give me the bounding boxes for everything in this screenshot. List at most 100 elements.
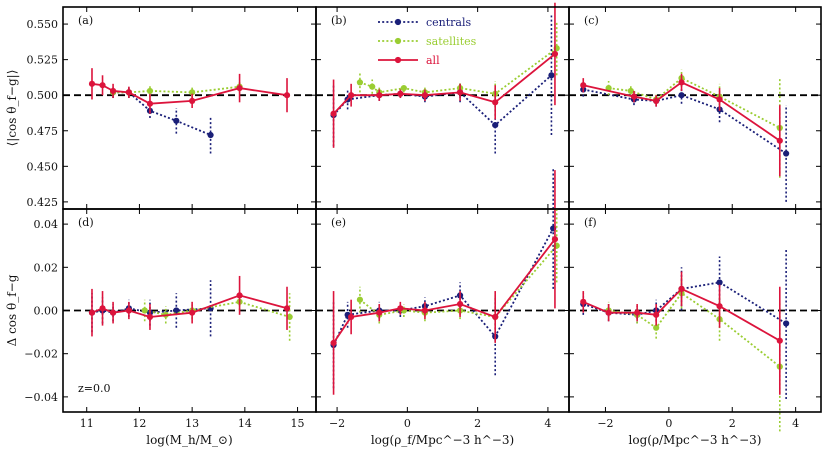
data-point xyxy=(653,97,660,104)
y-tick-label: 0.475 xyxy=(27,125,59,138)
data-point xyxy=(125,89,132,96)
series-satellites xyxy=(605,278,783,432)
panel-b: (b) xyxy=(315,2,570,210)
data-point xyxy=(605,309,612,316)
series-line xyxy=(583,81,781,142)
legend-label-all: all xyxy=(426,54,440,67)
data-point xyxy=(551,50,559,58)
series-all xyxy=(580,73,783,177)
data-point xyxy=(283,305,291,312)
redshift-annotation: z=0.0 xyxy=(78,382,111,395)
series-line xyxy=(113,91,211,136)
data-point xyxy=(634,309,641,316)
x-tick-label: 2 xyxy=(474,417,481,430)
data-point xyxy=(146,313,154,321)
panel-label: (b) xyxy=(331,14,347,27)
x-tick-label: −2 xyxy=(329,417,345,430)
panel-label: (d) xyxy=(78,216,94,229)
x-tick-label: 15 xyxy=(291,417,305,430)
series-centrals xyxy=(109,86,214,154)
data-point xyxy=(492,99,499,106)
y-tick-label: 0.450 xyxy=(27,160,59,173)
x-axis-label: log(M_h/M_⊙) xyxy=(146,433,233,447)
data-point xyxy=(580,298,587,305)
data-point xyxy=(776,137,783,144)
y-tick-label: 0.500 xyxy=(27,89,59,102)
panel-d: 11 12 13 14 15 −0.04 −0.02 0.00 0.02 0.04 (d) z=0.0… xyxy=(5,208,317,447)
data-point xyxy=(716,279,723,286)
series-line xyxy=(332,53,556,115)
y-tick-label: 0.04 xyxy=(34,218,59,231)
y-axis-label: Δ cos θ_f−g xyxy=(5,274,19,346)
data-point xyxy=(627,87,634,95)
data-point xyxy=(678,285,685,293)
data-point xyxy=(207,131,214,139)
y-axis-label: ⟨|cos θ_f−g|⟩ xyxy=(5,70,19,147)
series-centrals xyxy=(330,167,557,389)
series-line xyxy=(332,74,552,127)
series-line xyxy=(113,85,240,94)
legend-marker-centrals xyxy=(394,18,402,26)
series-centrals xyxy=(580,247,790,400)
data-point xyxy=(348,313,355,321)
data-point xyxy=(551,236,559,243)
x-tick-label: 2 xyxy=(729,417,736,430)
data-point xyxy=(189,309,196,316)
data-point xyxy=(776,337,783,344)
data-point xyxy=(330,110,337,117)
panel-label: (f) xyxy=(584,216,597,229)
panel-label: (a) xyxy=(78,14,93,27)
y-tick-label: −0.02 xyxy=(24,348,58,361)
data-point xyxy=(376,92,383,99)
data-point xyxy=(125,307,132,314)
data-point xyxy=(173,117,180,124)
series-line xyxy=(608,291,781,368)
data-point xyxy=(580,82,587,89)
data-point xyxy=(376,309,383,316)
data-point xyxy=(421,92,429,99)
y-tick-label: −0.04 xyxy=(24,391,58,404)
series-satellites xyxy=(141,293,293,341)
series-all xyxy=(88,275,291,337)
data-point xyxy=(356,296,364,303)
data-point xyxy=(548,72,555,79)
data-point xyxy=(88,80,96,87)
data-point xyxy=(456,300,464,308)
data-point xyxy=(716,303,723,310)
data-point xyxy=(99,82,106,89)
x-tick-label: 13 xyxy=(185,417,199,430)
data-point xyxy=(492,313,499,321)
data-point xyxy=(236,292,243,299)
data-point xyxy=(88,309,96,316)
x-tick-label: 12 xyxy=(132,417,146,430)
y-tick-label: 0.00 xyxy=(34,305,59,318)
data-point xyxy=(783,320,790,327)
panel-e: −2 0 2 4 (e) log(ρ_f/Mpc^−3 h^−3) xyxy=(315,167,570,447)
data-point xyxy=(330,339,337,346)
series-line xyxy=(608,77,781,129)
data-point xyxy=(236,84,243,92)
panel-a: 0.425 0.450 0.475 0.500 0.525 0.550 (a) ⟨|cos θ… xyxy=(5,6,317,210)
panel-label: (e) xyxy=(331,216,346,229)
data-point xyxy=(492,121,499,129)
data-point xyxy=(146,100,154,107)
series-all xyxy=(88,68,291,114)
data-point xyxy=(146,87,154,95)
series-line xyxy=(583,281,787,325)
x-axis-label: log(ρ/Mpc^−3 h^−3) xyxy=(629,433,762,447)
series-centrals xyxy=(88,280,214,337)
y-tick-label: 0.425 xyxy=(27,196,59,209)
series-line xyxy=(332,227,554,346)
data-point xyxy=(653,311,660,318)
data-point xyxy=(397,90,404,97)
data-point xyxy=(783,150,790,157)
data-point xyxy=(99,305,106,312)
data-point xyxy=(189,89,196,96)
panel-label: (c) xyxy=(584,14,599,27)
legend-label-centrals: centrals xyxy=(426,16,472,29)
data-point xyxy=(397,305,404,312)
data-point xyxy=(109,87,117,95)
data-point xyxy=(189,97,196,104)
panel-c: (c) xyxy=(568,6,822,210)
